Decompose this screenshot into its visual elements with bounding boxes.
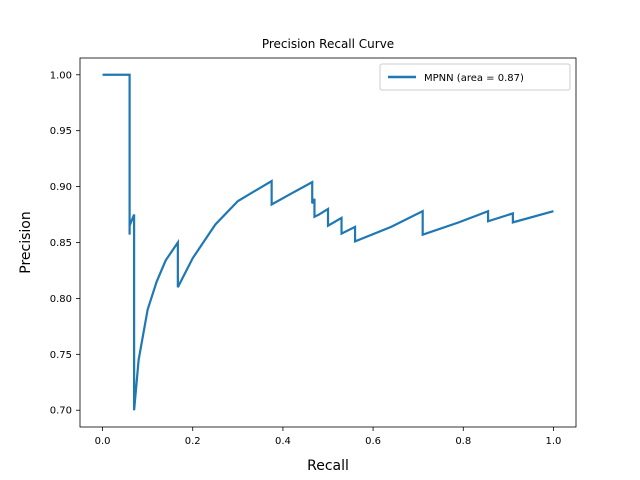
legend-label: MPNN (area = 0.87) [424,73,524,84]
x-tick-label: 0.0 [95,436,111,447]
y-tick-label: 0.95 [50,126,72,137]
y-axis-label: Precision [18,211,34,273]
x-tick-label: 0.6 [365,436,381,447]
y-tick-label: 0.80 [50,294,72,305]
plot-frame [79,57,577,428]
legend: MPNN (area = 0.87) [379,63,571,91]
y-tick-label: 0.70 [50,406,72,417]
plot-layer [102,73,554,411]
x-tick-label: 0.8 [455,436,471,447]
y-tick-label: 0.75 [50,350,72,361]
ticks-layer: 0.0 0.2 0.4 0.6 0.8 1.0 0.70 0.75 0.80 0.85 0.90 0.… [50,70,562,447]
y-tick-label: 1.00 [50,70,72,81]
chart-title: Precision Recall Curve [262,37,394,51]
y-tick-label: 0.85 [50,238,72,249]
x-axis-label: Recall [307,458,349,474]
legend-box [379,63,571,91]
x-tick-label: 0.2 [185,436,201,447]
x-tick-label: 1.0 [546,436,562,447]
x-tick-label: 0.4 [275,436,291,447]
y-tick-label: 0.90 [50,182,72,193]
series-line [102,73,554,411]
